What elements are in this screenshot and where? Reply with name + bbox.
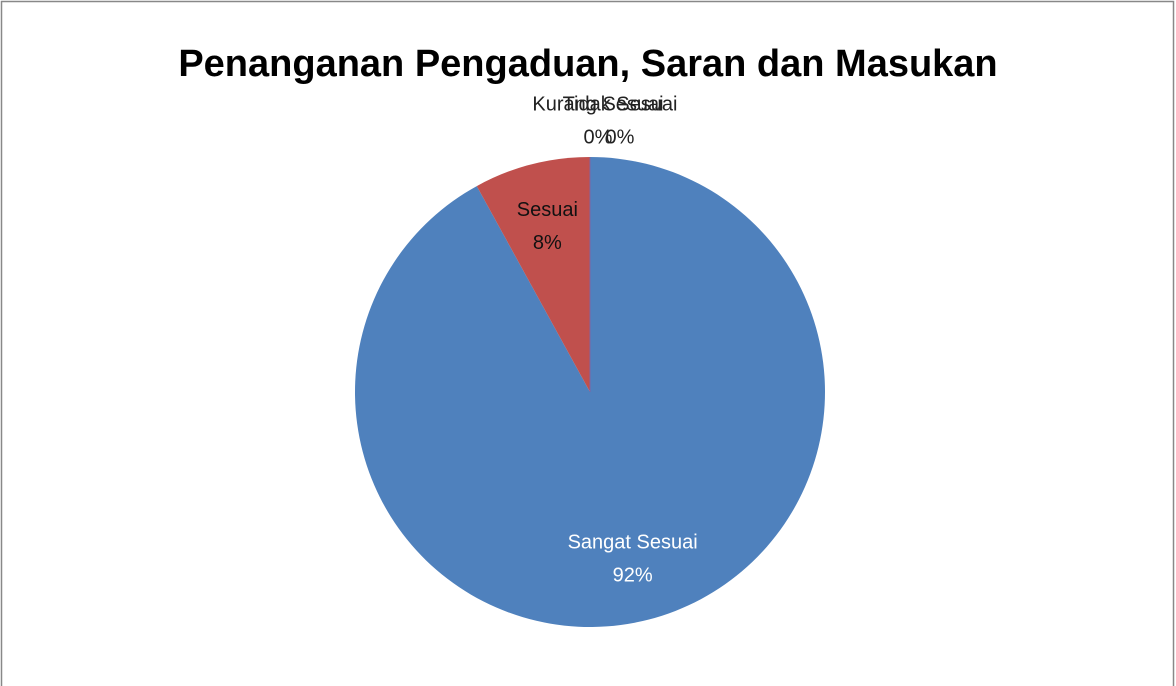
chart-title: Penanganan Pengaduan, Saran dan Masukan	[178, 43, 997, 85]
data-label-value: 92%	[613, 564, 653, 586]
pie-slice	[354, 157, 825, 628]
pie-slice	[476, 157, 590, 392]
data-label-value: 0%	[606, 126, 635, 148]
data-label-value: 0%	[584, 126, 613, 148]
data-label-value: 8%	[533, 232, 562, 254]
data-label-name: Tidak Sesuai	[563, 93, 678, 115]
data-label-name: Kurang Sesuai	[532, 93, 663, 115]
data-label-name: Sesuai	[517, 199, 578, 221]
data-label-name: Sangat Sesuai	[568, 531, 698, 553]
